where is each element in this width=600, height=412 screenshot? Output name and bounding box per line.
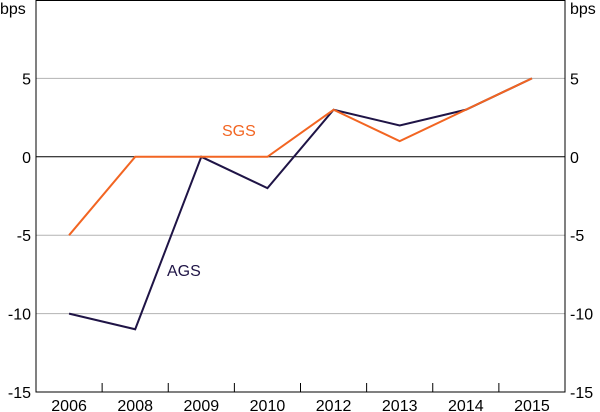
y-axis-label-right: bps (570, 1, 596, 18)
x-tick-label: 2014 (448, 398, 484, 412)
y-tick-label-right: -15 (570, 385, 593, 402)
series-line-ags (68, 77, 533, 331)
x-tick-label: 2009 (184, 398, 220, 412)
x-tick-label: 2013 (382, 398, 418, 412)
y-tick-label-left: 5 (22, 71, 31, 88)
x-tick-label: 2008 (117, 398, 153, 412)
x-tick-label: 2012 (316, 398, 352, 412)
y-tick-label-right: -10 (570, 307, 593, 324)
y-axis-label-left: bps (0, 1, 26, 18)
y-tick-label-left: -15 (8, 385, 31, 402)
y-tick-label-left: -10 (8, 307, 31, 324)
series-line-sgs (68, 77, 533, 236)
x-tick-label: 2010 (250, 398, 286, 412)
y-tick-label-left: 0 (22, 150, 31, 167)
y-tick-label-left: -5 (17, 228, 31, 245)
x-tick-label: 2006 (51, 398, 87, 412)
y-tick-label-right: 5 (570, 71, 579, 88)
y-tick-label-right: 0 (570, 150, 579, 167)
y-tick-label-right: -5 (570, 228, 584, 245)
x-tick-label: 2015 (514, 398, 550, 412)
series-label-ags: AGS (167, 263, 201, 280)
series-label-sgs: SGS (222, 123, 256, 140)
plot-frame (35, 0, 566, 393)
